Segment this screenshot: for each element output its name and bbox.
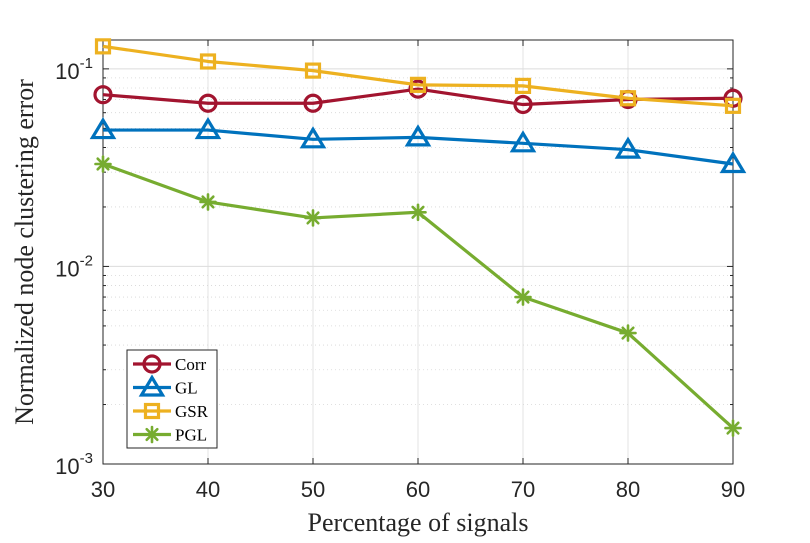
x-tick-label: 40	[196, 477, 220, 502]
y-tick-label: 10-1	[55, 55, 93, 84]
data-point-gsr	[199, 53, 217, 70]
y-ticks: 10-3 10-2 10-1	[55, 55, 733, 479]
data-point-pgl	[199, 193, 217, 211]
y-tick-label: 10-3	[55, 450, 93, 479]
x-tick-label: 60	[406, 477, 430, 502]
legend-label: Corr	[175, 355, 207, 374]
data-point-corr	[303, 93, 323, 113]
data-point-pgl	[514, 288, 532, 306]
legend-marker	[143, 425, 161, 444]
data-point-pgl	[619, 324, 637, 342]
legend-label: PGL	[175, 426, 207, 445]
x-tick-label: 70	[511, 477, 535, 502]
data-point-gsr	[514, 77, 532, 94]
data-point-gl	[719, 150, 747, 174]
data-point-gsr	[724, 97, 742, 114]
x-tick-label: 50	[301, 477, 325, 502]
x-tick-label: 80	[616, 477, 640, 502]
legend-box	[126, 349, 218, 449]
data-point-gl	[194, 116, 222, 140]
data-point-pgl	[94, 155, 112, 173]
data-point-gsr	[304, 62, 322, 79]
legend-entry-gsr: GSR	[133, 402, 209, 421]
data-point-gl	[509, 130, 537, 153]
legend-label: GSR	[175, 402, 209, 421]
legend-marker	[143, 402, 161, 420]
x-tick-label: 90	[721, 477, 745, 502]
data-point-gl	[404, 124, 432, 147]
data-point-gl	[89, 116, 117, 140]
series-line-gl	[103, 128, 734, 166]
series-layer	[89, 38, 747, 437]
data-point-gsr	[619, 90, 637, 107]
data-point-pgl	[724, 419, 742, 437]
legend-marker	[142, 354, 162, 374]
series-gl	[89, 116, 747, 174]
data-point-pgl	[409, 203, 427, 222]
legend-entry-gl: GL	[133, 374, 198, 398]
x-ticks: 30 40 50 60 70 80 90	[91, 40, 745, 502]
legend-label: GL	[175, 379, 198, 398]
data-point-gsr	[409, 76, 427, 93]
data-point-gl	[299, 126, 327, 149]
legend: Corr GL GSR PGL	[126, 349, 218, 449]
data-point-corr	[513, 94, 533, 115]
legend-entry-pgl: PGL	[133, 426, 207, 445]
data-point-gsr	[94, 38, 112, 55]
data-point-gl	[614, 136, 642, 159]
data-point-corr	[198, 93, 218, 113]
x-axis-label: Percentage of signals	[308, 508, 529, 537]
series-gsr	[94, 38, 742, 114]
y-tick-label: 10-2	[55, 252, 93, 281]
y-axis-label: Normalized node clustering error	[10, 79, 39, 425]
legend-marker	[138, 374, 166, 397]
data-point-pgl	[304, 209, 322, 227]
x-tick-label: 30	[91, 477, 115, 502]
data-point-corr	[93, 85, 113, 105]
legend-entry-corr: Corr	[133, 354, 207, 374]
series-pgl	[94, 155, 742, 437]
series-line-gsr	[102, 44, 734, 108]
